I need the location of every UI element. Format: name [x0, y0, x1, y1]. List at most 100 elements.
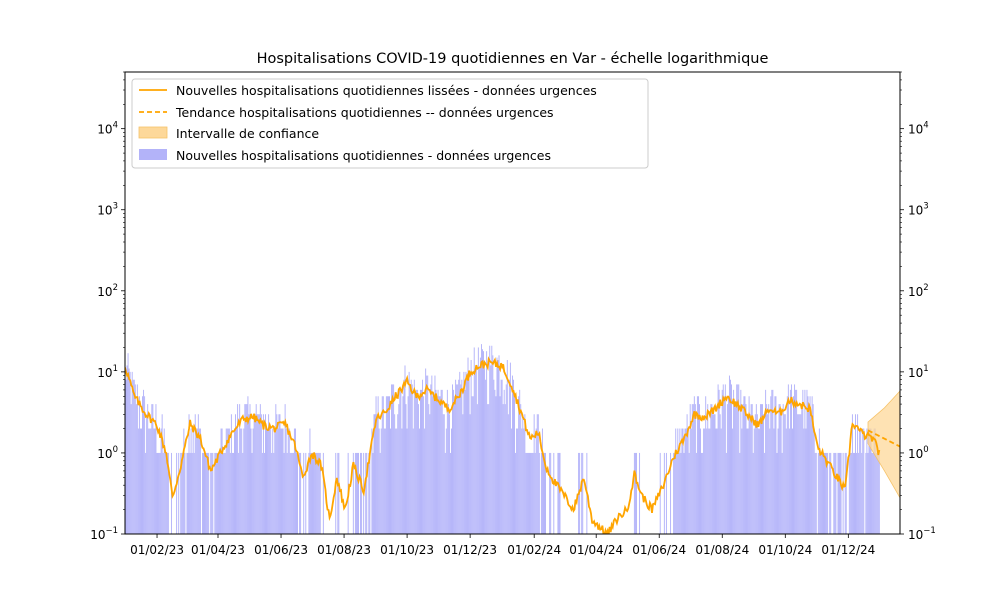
daily-bar [639, 452, 641, 534]
daily-bar [217, 452, 219, 534]
daily-bar [779, 404, 781, 534]
daily-bar [470, 360, 472, 534]
daily-bar [748, 396, 750, 534]
daily-bar [722, 384, 724, 534]
daily-bar [494, 389, 496, 534]
daily-bar [317, 452, 319, 534]
daily-bar [761, 404, 762, 534]
daily-bar [266, 428, 267, 534]
daily-bar [730, 379, 731, 534]
daily-bar [390, 428, 391, 534]
daily-bar [230, 414, 232, 534]
daily-bar [287, 428, 289, 534]
x-tick-label: 01/10/24 [758, 543, 812, 557]
daily-bar [787, 384, 789, 534]
daily-bar [744, 396, 746, 534]
daily-bar [877, 452, 879, 534]
daily-bar [455, 379, 457, 534]
daily-bar [215, 452, 217, 534]
daily-bar [808, 404, 810, 534]
daily-bar [850, 452, 852, 534]
daily-bar [486, 351, 488, 534]
daily-bar [713, 414, 715, 534]
daily-bar [274, 428, 276, 534]
daily-bar [282, 428, 284, 534]
daily-bar [443, 414, 445, 534]
daily-bar [134, 384, 136, 534]
daily-bar [246, 404, 248, 534]
daily-bar [281, 428, 283, 534]
daily-bar [445, 428, 447, 534]
daily-bar [432, 396, 434, 534]
daily-bar [742, 404, 744, 534]
daily-bar [633, 452, 635, 534]
daily-bar [457, 384, 459, 534]
daily-bar [871, 452, 873, 534]
daily-bar [420, 389, 421, 534]
y-tick-label-left: 103 [97, 202, 118, 218]
daily-bar [220, 428, 222, 534]
daily-bar [126, 365, 128, 534]
daily-bar [775, 396, 777, 534]
y-tick-label-right: 10−1 [908, 526, 936, 542]
daily-bar [805, 428, 807, 534]
daily-bar [315, 452, 317, 534]
daily-bar [354, 452, 356, 534]
daily-bar [153, 428, 155, 534]
daily-bar [300, 452, 302, 534]
y-tick-label-right: 102 [908, 283, 929, 299]
daily-bar [152, 404, 154, 534]
daily-bar [338, 452, 340, 534]
daily-bar [696, 396, 698, 534]
daily-bar [763, 414, 765, 534]
daily-bar [236, 428, 238, 534]
daily-bar [222, 452, 224, 534]
daily-bar [442, 414, 444, 534]
daily-bar [694, 404, 696, 534]
daily-bar [247, 396, 249, 534]
daily-bar [553, 452, 555, 534]
daily-bar [731, 384, 732, 534]
daily-bar [766, 404, 768, 534]
daily-bar [465, 371, 467, 534]
daily-bar [790, 384, 792, 534]
daily-bar [540, 452, 542, 534]
daily-bar [765, 389, 767, 534]
daily-bar [414, 396, 416, 534]
legend-label-bars: Nouvelles hospitalisations quotidiennes … [176, 148, 551, 163]
daily-bar [849, 452, 851, 534]
daily-bar [712, 414, 714, 534]
daily-bar [496, 357, 498, 534]
daily-bar [129, 371, 131, 534]
daily-bar [225, 428, 227, 534]
daily-bar [783, 414, 785, 534]
daily-bar [804, 389, 806, 534]
legend-swatch-confidence [138, 126, 168, 139]
daily-bar [863, 428, 865, 534]
daily-bar [289, 452, 291, 534]
daily-bar [335, 452, 337, 534]
daily-bar [416, 389, 418, 534]
daily-bar [417, 404, 419, 534]
daily-bar [860, 428, 862, 534]
daily-bar [127, 353, 129, 534]
daily-bar [833, 452, 835, 534]
daily-bar [753, 428, 755, 534]
daily-bar [851, 414, 853, 534]
daily-bar [874, 428, 876, 534]
daily-bar [848, 452, 850, 534]
daily-bar [176, 452, 178, 534]
daily-bar [263, 452, 265, 534]
daily-bar [810, 414, 812, 534]
daily-bar [732, 428, 734, 534]
lines-layer [125, 356, 900, 534]
x-tick-label: 01/12/23 [443, 543, 497, 557]
daily-bar [752, 452, 754, 534]
daily-bar [402, 396, 404, 534]
daily-bar [781, 452, 783, 534]
daily-bar [361, 452, 363, 534]
daily-bar [680, 452, 682, 534]
daily-bar [261, 452, 263, 534]
trend-line [867, 429, 900, 448]
daily-bar [764, 452, 766, 534]
